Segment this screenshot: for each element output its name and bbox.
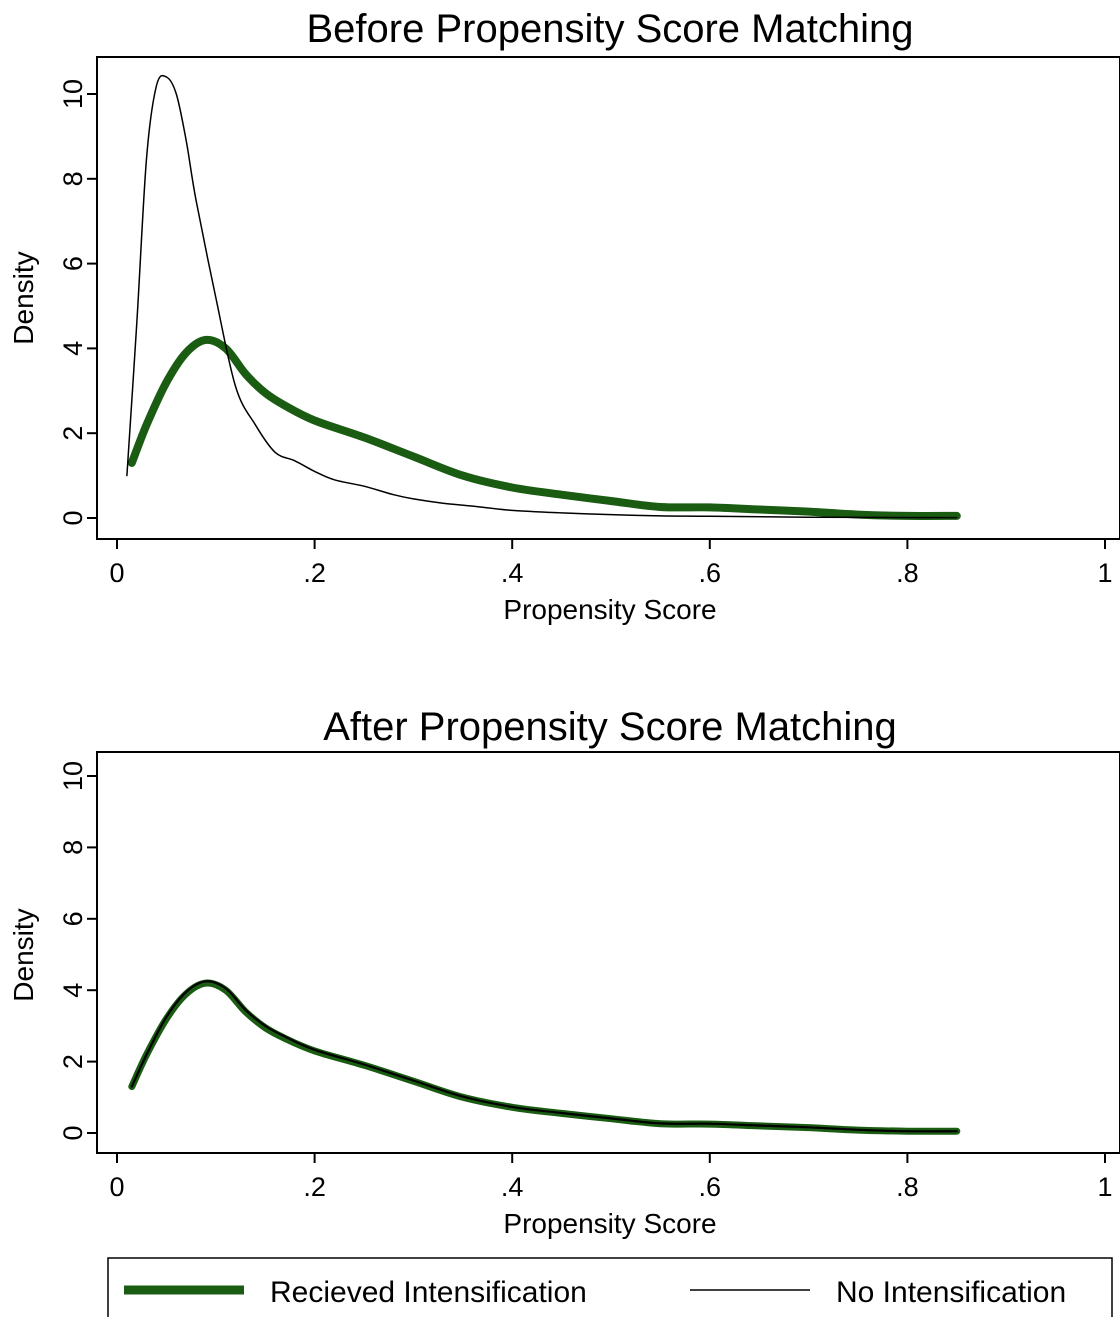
chart-panel-before: Before Propensity Score Matching Density… [8,7,1120,625]
x-tick-label: .8 [896,1172,919,1202]
y-tick-label: 2 [58,1054,88,1069]
y-tick-label: 4 [58,341,88,356]
axes: 0 2 4 6 8 10 0 .2 .4 .6 .8 1 [58,751,1120,1202]
chart-title: Before Propensity Score Matching [307,7,914,51]
y-tick-label: 8 [58,840,88,855]
x-tick-label: .6 [699,1172,722,1202]
legend-label-treated: Recieved Intensification [270,1276,587,1309]
series-line-control [126,74,958,519]
y-tick-label: 10 [58,761,88,791]
plot-frame [96,56,1120,540]
y-axis-label: Density [8,908,39,1001]
series-line-treated [127,335,961,520]
x-tick-label: 0 [109,558,124,588]
y-tick-label: 2 [58,426,88,441]
plot-frame [96,751,1120,1154]
x-tick-label: .2 [303,1172,326,1202]
legend-box [107,1257,1113,1317]
x-tick-label: .4 [501,1172,524,1202]
x-tick-label: .8 [896,558,919,588]
y-tick-label: 6 [58,256,88,271]
y-tick-label: 8 [58,171,88,186]
chart-panel-after: After Propensity Score Matching Density … [8,705,1120,1239]
legend: Recieved Intensification No Intensificat… [107,1257,1113,1317]
series-line-control [130,980,958,1133]
x-tick-label: 0 [109,1172,124,1202]
y-axis-label: Density [8,251,39,344]
series-group [126,74,961,520]
x-axis-label: Propensity Score [503,594,716,625]
y-tick-label: 6 [58,911,88,926]
chart-title: After Propensity Score Matching [323,705,897,749]
x-tick-label: 1 [1097,558,1112,588]
y-tick-label: 0 [58,510,88,525]
y-tick-label: 4 [58,983,88,998]
x-tick-label: .6 [699,558,722,588]
y-tick-label: 0 [58,1125,88,1140]
x-tick-label: .4 [501,558,524,588]
axes: 0 2 4 6 8 10 0 .2 .4 .6 .8 1 [58,56,1120,588]
series-group [128,979,961,1135]
x-tick-label: 1 [1097,1172,1112,1202]
y-tick-label: 10 [58,79,88,109]
legend-label-control: No Intensification [836,1276,1066,1309]
x-axis-label: Propensity Score [503,1208,716,1239]
x-tick-label: .2 [303,558,326,588]
